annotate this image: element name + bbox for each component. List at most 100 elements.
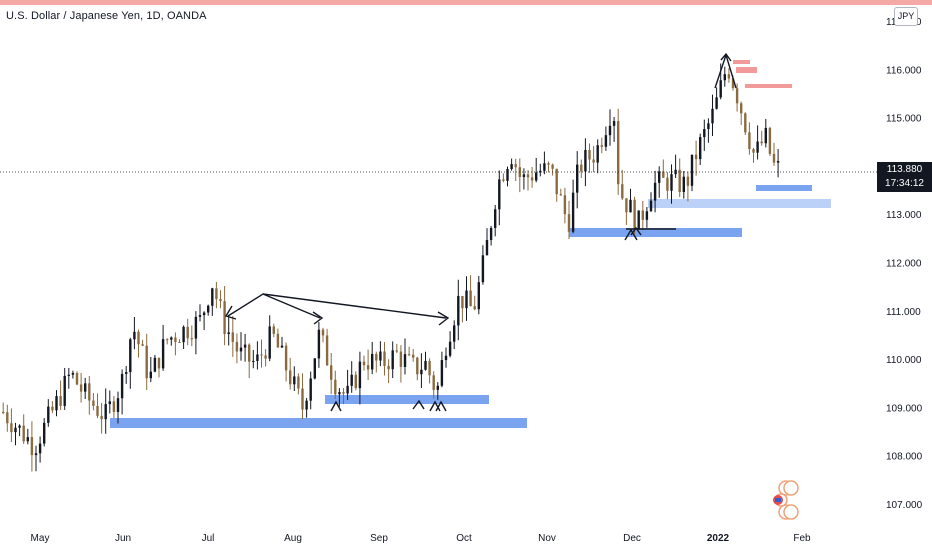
candle-body [772,153,776,163]
candle-body [235,341,239,352]
candle-body [457,295,460,326]
candle-body [30,437,34,456]
candle-body [100,415,103,420]
candle-body [280,345,284,348]
y-tick-label: 113.000 [886,210,922,221]
candle-body [125,372,128,374]
candle-body [297,376,300,389]
zones-layer [110,60,831,428]
candle-body [535,172,538,181]
candle-body [559,194,562,196]
swing-line-left [227,293,321,319]
price-axis: 107.000 108.000 109.000 110.000 111.000 112.0… [886,17,923,511]
candle-body [96,405,99,416]
candle-body [178,342,181,344]
candle-body [71,372,75,375]
candle-body [379,351,382,361]
currency-button[interactable]: JPY [894,7,918,26]
candle-body [194,316,198,339]
candle-body [465,290,468,309]
candle-body [141,344,144,346]
candle-body [707,123,710,130]
candle-body [289,370,292,385]
time-axis: May Jun Jul Aug Sep Oct Nov Dec 2022 Feb [31,533,812,544]
candle-body [190,338,193,340]
candle-body [260,354,263,356]
candle-body [59,396,62,406]
x-tick-label: Dec [623,533,641,544]
candle-body [653,182,657,201]
x-tick-label: Aug [284,533,302,544]
candle-body [293,376,296,385]
candle-body [526,174,530,178]
candle-body [18,425,21,428]
candle-body [88,383,91,401]
candle-body [580,164,583,172]
candle-body [243,344,247,348]
candle-body [453,325,456,342]
candle-body [14,427,17,433]
candle-body [51,406,54,411]
candle-body [395,350,398,352]
x-tick-label: May [31,533,50,544]
candle-body [362,361,366,366]
candle-body [768,127,772,154]
candle-body [776,161,780,163]
candle-body [547,163,550,165]
candle-body [248,344,251,362]
arrow-head-right [437,311,450,326]
candle-body [350,374,353,386]
candle-body [272,326,275,334]
symbol-logos [773,480,799,520]
top-accent-bar [0,0,932,5]
candle-body [510,164,513,169]
support-zone-summer [110,418,527,428]
resistance-zone-3 [745,84,792,88]
candle-body [420,369,423,375]
y-tick-label: 115.000 [886,114,922,125]
candle-body [133,331,136,340]
candle-body [305,400,308,410]
candle-body [317,329,321,359]
candle-body [641,210,644,220]
candle-body [276,333,280,348]
candle-body [284,345,288,371]
candle-body [666,177,669,191]
candle-body [330,365,333,380]
candle-body [325,335,329,366]
candle-body [313,358,316,379]
candle-body [219,299,222,302]
bar-countdown: 17:34:12 [885,178,924,189]
x-tick-label: Jul [202,533,215,544]
last-price-tag: 113.880 17:34:12 [877,162,932,192]
candle-body [432,375,435,390]
candle-body [67,374,70,376]
candle-body [711,108,714,124]
candle-body [399,351,403,367]
x-tick-label: Nov [538,533,556,544]
candle-body [63,375,66,406]
drawings-layer [224,52,737,412]
x-tick-label: 2022 [707,533,730,544]
candle-body [346,385,349,394]
y-tick-label: 110.000 [886,355,922,366]
support-zone-jan [756,185,812,191]
candle-body [670,174,673,191]
candle-body [38,443,42,454]
resistance-zone-1 [733,60,750,64]
candle-body [358,361,362,389]
candle-body [477,282,480,310]
candle-body [371,353,374,370]
candle-body [690,154,694,186]
candle-body [703,129,706,138]
candle-body [252,360,255,362]
candle-body [47,406,50,423]
candle-body [223,301,226,335]
candle-body [321,329,325,336]
candle-body [752,149,755,153]
swing-line-long [262,293,447,319]
candle-body [239,347,243,352]
candle-body [502,179,505,181]
candle-body [383,351,386,366]
